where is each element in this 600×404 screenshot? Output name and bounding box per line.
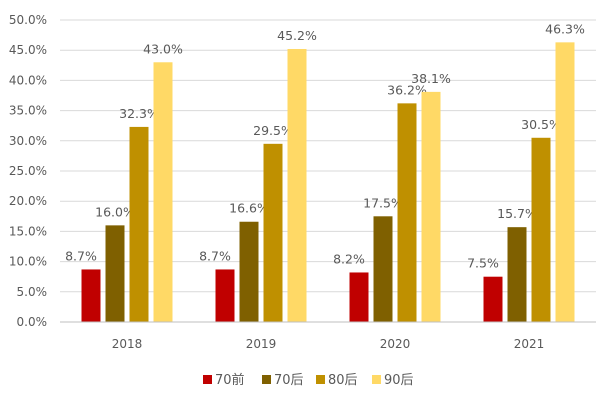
x-tick-label: 2019: [246, 337, 277, 351]
x-tick-label: 2021: [514, 337, 545, 351]
bar-70前: [81, 269, 101, 322]
y-tick-label: 30.0%: [9, 134, 47, 148]
data-label: 36.2%: [387, 82, 427, 97]
bar-80后: [129, 126, 149, 323]
bar-80后: [397, 103, 417, 323]
bar-80后: [263, 143, 283, 322]
x-tick-label: 2018: [112, 337, 143, 351]
bar-90后: [555, 42, 575, 323]
y-tick-label: 35.0%: [9, 104, 47, 118]
y-tick-label: 25.0%: [9, 164, 47, 178]
legend-swatch-70后: [262, 375, 271, 384]
data-label: 7.5%: [467, 256, 499, 271]
legend-swatch-90后: [372, 375, 381, 384]
legend-label: 70后: [274, 373, 304, 388]
x-tick-label: 2020: [380, 337, 411, 351]
bar-80后: [531, 137, 551, 322]
data-label: 8.2%: [333, 251, 365, 266]
legend-label: 90后: [384, 373, 414, 388]
y-tick-label: 20.0%: [9, 194, 47, 208]
data-label: 16.6%: [229, 201, 269, 216]
data-label: 8.7%: [199, 248, 231, 263]
bar-70后: [507, 227, 527, 322]
y-tick-label: 45.0%: [9, 43, 47, 57]
data-label: 38.1%: [411, 71, 451, 86]
y-tick-label: 0.0%: [17, 315, 48, 329]
data-label: 15.7%: [497, 206, 537, 221]
bar-70后: [239, 221, 259, 322]
data-label: 30.5%: [521, 117, 561, 132]
data-label: 17.5%: [363, 195, 403, 210]
y-tick-label: 15.0%: [9, 224, 47, 238]
y-tick-label: 50.0%: [9, 13, 47, 27]
data-label: 16.0%: [95, 204, 135, 219]
bar-70后: [105, 225, 125, 322]
bar-70后: [373, 216, 393, 322]
y-tick-label: 40.0%: [9, 73, 47, 87]
data-label: 45.2%: [277, 28, 317, 43]
legend-label: 80后: [328, 373, 358, 388]
bar-70前: [349, 272, 369, 322]
legend-swatch-80后: [316, 375, 325, 384]
legend-swatch-70前: [203, 375, 212, 384]
legend-label: 70前: [215, 372, 245, 388]
data-label: 29.5%: [253, 123, 293, 138]
data-label: 46.3%: [545, 21, 585, 36]
data-label: 32.3%: [119, 106, 159, 121]
y-tick-label: 5.0%: [17, 285, 48, 299]
bar-70前: [215, 269, 235, 322]
data-label: 8.7%: [65, 248, 97, 263]
y-tick-label: 10.0%: [9, 255, 47, 269]
bar-90后: [153, 62, 173, 322]
data-label: 43.0%: [143, 41, 183, 56]
bar-90后: [287, 48, 307, 322]
bar-90后: [421, 91, 441, 322]
bar-70前: [483, 276, 503, 322]
